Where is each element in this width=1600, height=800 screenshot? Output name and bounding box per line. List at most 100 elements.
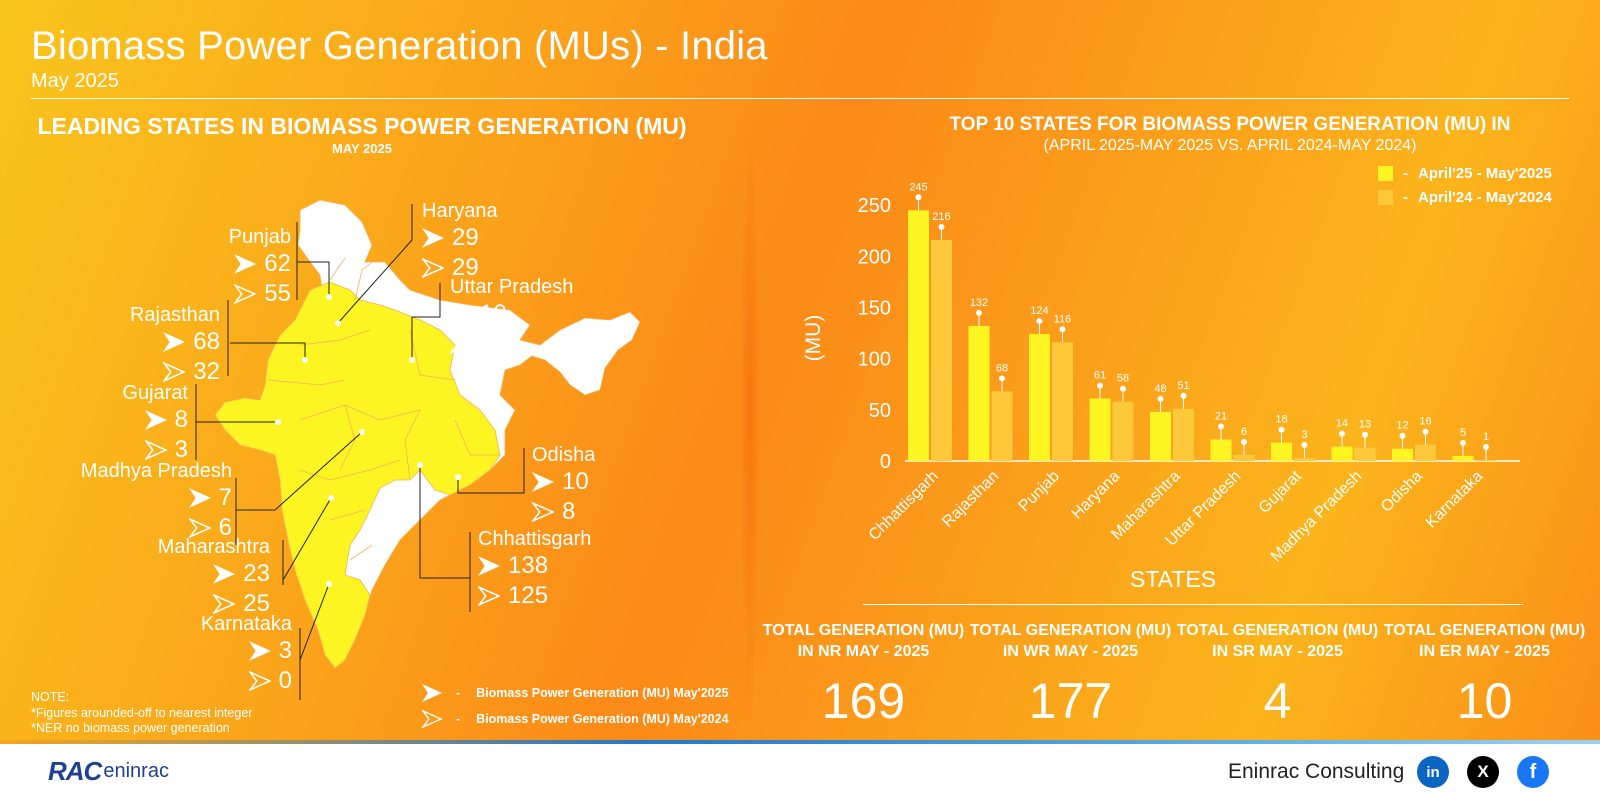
data-label-dot [1460, 439, 1466, 446]
linkedin-icon[interactable]: in [1417, 756, 1449, 788]
x-tick-label: Karnataka [1423, 468, 1487, 532]
data-label: 3 [1301, 429, 1307, 441]
data-label-dot [1036, 318, 1043, 325]
data-label: 1 [1483, 431, 1489, 443]
map-leader-lines [195, 204, 525, 700]
facebook-icon[interactable]: f [1517, 756, 1549, 788]
data-label: 16 [1419, 416, 1431, 428]
header-divider [31, 98, 1569, 99]
bar-2024 [1294, 457, 1315, 461]
legend-swatch [1378, 166, 1393, 181]
value-may2024: 55 [264, 280, 291, 307]
map-label-uttar-pradesh: Uttar Pradesh 10 0 [450, 276, 610, 359]
bar-2025 [1392, 448, 1413, 461]
data-label-dot [1362, 431, 1368, 438]
outline-arrow-icon [248, 670, 271, 692]
page-subtitle: May 2025 [31, 70, 119, 92]
map-label-punjab: Punjab 62 55 [196, 226, 291, 309]
x-axis-label: STATES [1130, 566, 1217, 592]
data-label: 116 [1054, 313, 1072, 325]
value-may2025: 10 [480, 300, 507, 327]
bar-2025 [968, 325, 990, 461]
bar-2024 [1052, 342, 1073, 461]
value-may2025: 10 [562, 468, 589, 495]
value-may2025: 29 [452, 224, 479, 251]
bar-2024 [1354, 447, 1376, 461]
total-label-2: IN NR MAY - 2025 [797, 643, 930, 660]
data-label: 21 [1215, 411, 1227, 423]
total-value: 10 [1456, 673, 1513, 729]
value-may2024: 29 [452, 254, 479, 281]
bar-2024 [1112, 401, 1134, 461]
data-label-dot [1097, 382, 1103, 389]
total-er: TOTAL GENERATION (MU) IN ER MAY - 2025 1… [1382, 620, 1587, 730]
bar-2025 [908, 210, 929, 461]
y-tick-label: 100 [858, 349, 891, 371]
data-label-dot [1278, 426, 1285, 433]
bar-2025 [1271, 442, 1292, 461]
map-label-maharashtra: Maharashtra 23 25 [140, 536, 270, 619]
x-tick-label: Rajasthan [939, 468, 1002, 531]
legend-label: Biomass Power Generation (MU) May'2025 [476, 686, 729, 700]
map-label-rajasthan: Rajasthan 68 32 [110, 304, 220, 387]
data-label: 51 [1177, 380, 1189, 392]
data-label: 68 [996, 362, 1008, 374]
outline-arrow-icon [144, 439, 167, 461]
brand-name: Eninrac Consulting [1228, 760, 1405, 783]
data-label: 216 [932, 211, 950, 223]
bar-2025 [1452, 455, 1474, 461]
data-label: 12 [1396, 420, 1408, 432]
total-label-1: TOTAL GENERATION (MU) [1176, 622, 1379, 639]
data-label-dot [1339, 430, 1345, 437]
solid-arrow-icon [248, 641, 271, 661]
india-map [195, 199, 641, 700]
data-label: 5 [1460, 427, 1466, 439]
state-name: Chhattisgarh [478, 528, 592, 550]
data-label-dot [1422, 428, 1429, 435]
bar-2025 [1150, 411, 1171, 461]
eninrac-logo[interactable]: RAC eninrac [48, 756, 169, 787]
value-may2024: 0 [480, 330, 494, 357]
state-name: Rajasthan [129, 304, 220, 326]
linkedin-glyph: in [1426, 763, 1440, 781]
chart-subtitle: (APRIL 2025-MAY 2025 VS. APRIL 2024-MAY … [1043, 137, 1417, 154]
legend-swatch [1378, 190, 1393, 205]
solid-arrow-icon [532, 472, 554, 492]
chart-legend-2025: - April'25 - May'2025 [1378, 165, 1552, 182]
value-may2025: 7 [218, 484, 232, 511]
value-may2025: 62 [264, 250, 291, 277]
data-label-dot [1301, 441, 1308, 448]
map-label-madhya-pradesh: Madhya Pradesh 7 6 [70, 460, 232, 543]
outline-arrow-icon [532, 501, 554, 523]
solid-arrow-icon [188, 488, 211, 508]
data-label-dot [1241, 438, 1247, 445]
bar-2025 [1331, 446, 1353, 461]
map-panel-subtitle: MAY 2025 [332, 141, 392, 156]
x-tick-label: Chhattisgarh [866, 468, 942, 544]
value-may2024: 3 [174, 436, 188, 463]
value-may2025: 23 [243, 560, 270, 587]
legend-dash: - [1403, 189, 1408, 206]
page-title: Biomass Power Generation (MUs) - India [31, 24, 768, 68]
total-label-2: IN ER MAY - 2025 [1419, 643, 1550, 660]
total-nr: TOTAL GENERATION (MU) IN NR MAY - 2025 1… [761, 620, 966, 730]
solid-arrow-icon [450, 304, 472, 324]
state-name: Haryana [422, 200, 498, 222]
data-label: 18 [1275, 414, 1287, 426]
data-label-dot [1180, 392, 1187, 399]
map-legend-solid: - Biomass Power Generation (MU) May'2025 [420, 684, 729, 702]
value-may2024: 32 [193, 358, 220, 385]
y-tick-label: 0 [880, 451, 891, 473]
data-label-dot [1059, 326, 1066, 333]
data-label-dot [999, 375, 1005, 382]
outline-arrow-icon [421, 710, 443, 728]
data-label: 124 [1030, 305, 1048, 317]
bar-2024 [1233, 454, 1255, 461]
data-label-dot [1120, 385, 1126, 392]
data-label: 48 [1154, 383, 1166, 395]
data-label: 14 [1336, 418, 1348, 430]
outline-arrow-icon [478, 585, 500, 607]
y-tick-label: 250 [858, 195, 891, 217]
x-icon[interactable]: X [1467, 756, 1499, 788]
solid-arrow-icon [478, 556, 500, 576]
